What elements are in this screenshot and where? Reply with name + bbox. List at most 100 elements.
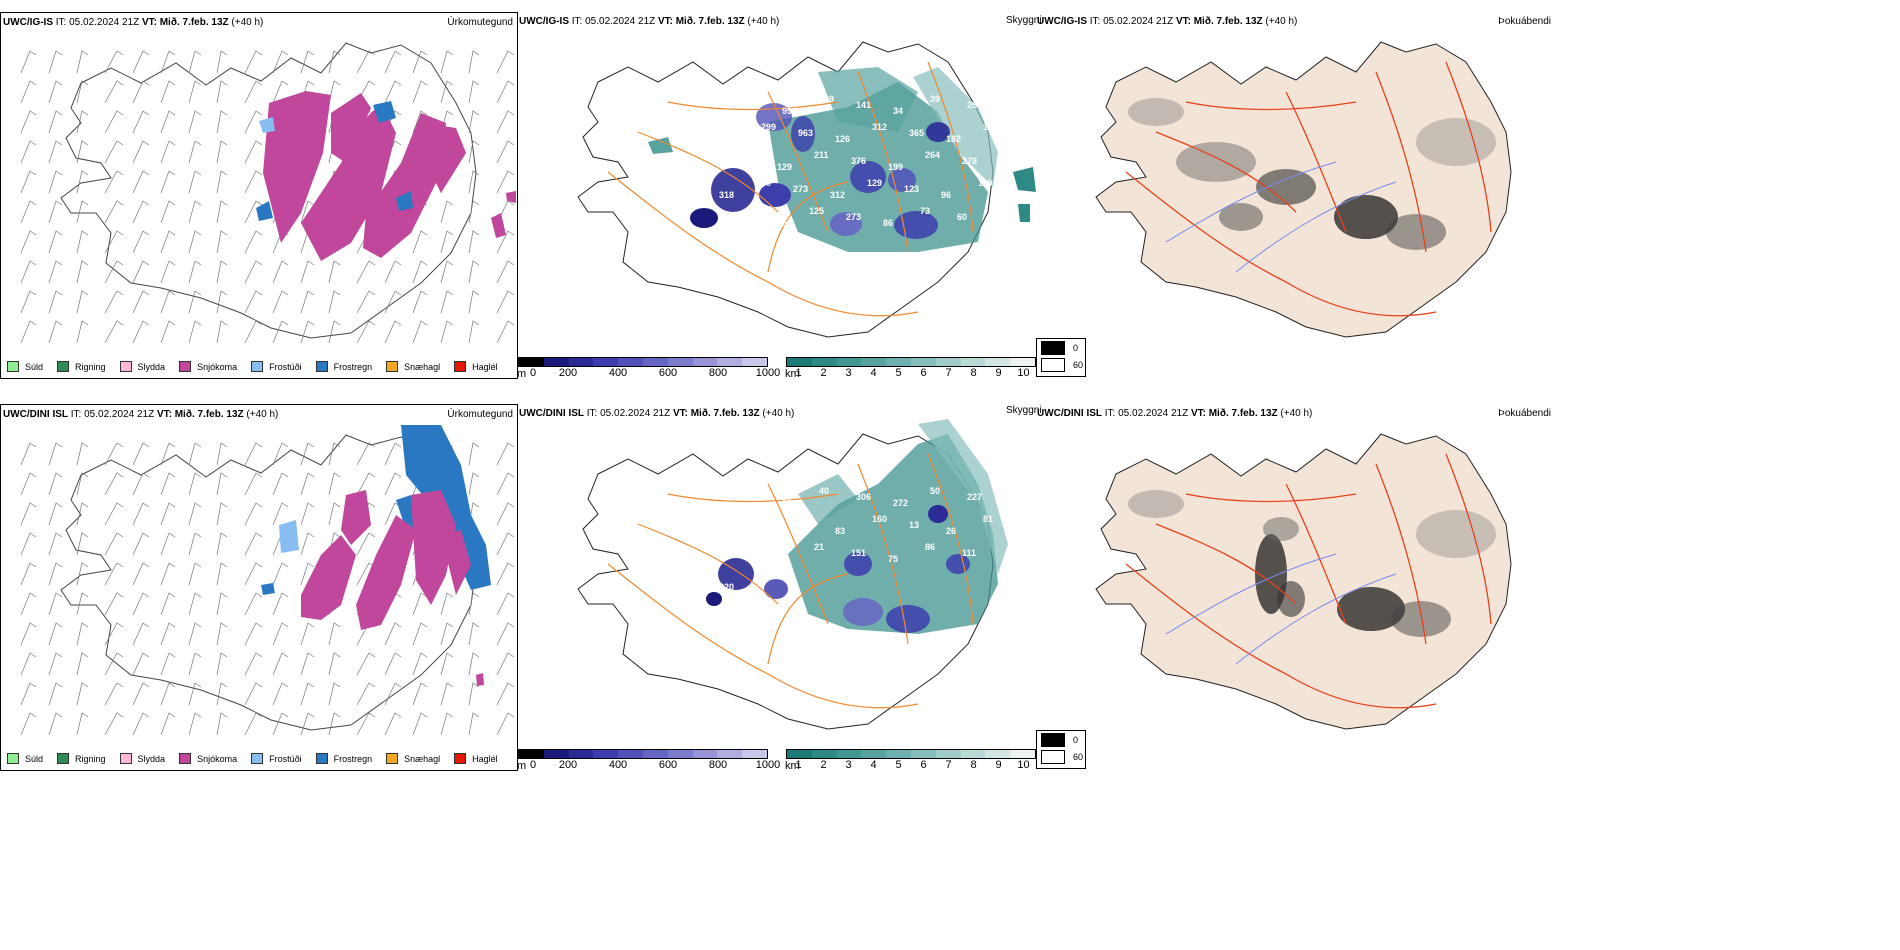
wind-barb (384, 50, 402, 74)
legend-label: Frostregn (333, 753, 373, 764)
wind-barb (468, 230, 480, 254)
wind-barb (244, 80, 263, 104)
wind-barb (48, 652, 63, 676)
legend-item: Snæhagl (386, 361, 440, 372)
colorbar-unit-m: m (517, 368, 527, 380)
colorbar-cell (960, 358, 986, 366)
wind-barb (244, 290, 263, 314)
visibility-label: 273 (846, 212, 861, 222)
wind-barb (244, 170, 263, 194)
wind-barb (160, 472, 176, 496)
road (767, 573, 849, 665)
road (1125, 563, 1437, 709)
wind-barb (160, 712, 176, 736)
legend-swatch (179, 753, 192, 764)
road (607, 171, 919, 317)
panel-model-name: UWC/IG-IS (519, 16, 569, 27)
wind-barb (216, 200, 228, 224)
wind-barb (440, 80, 454, 104)
wind-barb (468, 592, 480, 616)
wind-barb (76, 200, 89, 224)
wind-barb (244, 502, 263, 526)
wind-barb (104, 140, 124, 164)
wind-barb (216, 472, 228, 496)
wind-barb (440, 50, 454, 74)
wind-barb (48, 140, 63, 164)
wind-barb (188, 532, 202, 556)
wind-barb (300, 200, 315, 224)
wind-barb (20, 260, 37, 284)
wind-barb (20, 532, 37, 556)
wind-barb (216, 140, 228, 164)
wind-barb (300, 652, 315, 676)
legend-label: Frostúði (269, 361, 302, 372)
wind-barb (440, 200, 454, 224)
legend-item: Súld (7, 361, 43, 372)
panel-lead-time: (+40 h) (243, 409, 279, 420)
wind-barb (272, 260, 289, 284)
colorbar-tick: 3 (845, 759, 852, 771)
wind-barb (104, 230, 124, 254)
wind-barb (188, 110, 202, 134)
visibility-label: 272 (893, 498, 908, 508)
legend-swatch (454, 361, 467, 372)
colorbar-tick: 1 (795, 367, 802, 379)
colorbar-cell (910, 750, 936, 758)
wind-barb (412, 682, 428, 706)
visibility-label: 123 (904, 184, 919, 194)
fog-panel-row2: UWC/DINI ISL IT: 05.02.2024 21Z VT: Mið.… (1036, 404, 1900, 771)
panel-vt-label: VT: (672, 408, 688, 419)
wind-barb (440, 712, 454, 736)
wind-barb (132, 682, 150, 706)
wind-barb (496, 290, 515, 314)
visibility-label: 312 (872, 122, 887, 132)
fog-shading (1128, 490, 1496, 637)
legend-swatch (315, 361, 328, 372)
wind-barb (244, 562, 263, 586)
wind-barb (104, 320, 124, 344)
wind-barb (104, 682, 124, 706)
wind-barb (104, 260, 124, 284)
panel-vt-label: VT: (1175, 16, 1191, 27)
colorbar-cell (519, 750, 544, 758)
legend-label: Snæhagl (404, 753, 441, 764)
wind-barb (20, 712, 37, 736)
legend-label: Frostúði (269, 753, 302, 764)
wind-barb (48, 320, 63, 344)
wind-barb (160, 110, 176, 134)
visibility-label: 318 (719, 190, 734, 200)
visibility-label: 40 (819, 486, 829, 496)
wind-barb (328, 652, 341, 676)
wind-barb (412, 592, 428, 616)
road (767, 483, 829, 625)
visibility-label: 365 (909, 128, 924, 138)
wind-barb (300, 532, 315, 556)
low-visibility-blobs (706, 505, 970, 633)
wind-barb (412, 290, 428, 314)
visibility-label: 151 (851, 548, 866, 558)
visibility-fields (788, 419, 1008, 634)
wind-barb (48, 532, 63, 556)
wind-barb (104, 532, 124, 556)
wind-barb (244, 140, 263, 164)
colorbar-tick: 7 (945, 759, 952, 771)
iceland-outline (1095, 433, 1512, 730)
wind-barb (384, 712, 402, 736)
panel-vt-value: Mið. 7.feb. 13Z (1205, 408, 1278, 419)
fog-legend-swatch-1 (1041, 749, 1065, 764)
wind-barb (272, 472, 289, 496)
wind-barb (216, 442, 228, 466)
colorbar-cell (836, 750, 862, 758)
wind-barb (244, 50, 263, 74)
wind-barb (496, 622, 515, 646)
wind-barb (300, 442, 315, 466)
wind-barb (384, 320, 402, 344)
wind-barb (104, 562, 124, 586)
panel-vt-label: VT: (657, 16, 673, 27)
wind-barb (48, 442, 63, 466)
legend-label: Rigning (75, 753, 106, 764)
colorbar-tick: 5 (895, 759, 902, 771)
wind-barb (300, 622, 315, 646)
visibility-label: 199 (888, 162, 903, 172)
colorbar-cell (910, 358, 936, 366)
